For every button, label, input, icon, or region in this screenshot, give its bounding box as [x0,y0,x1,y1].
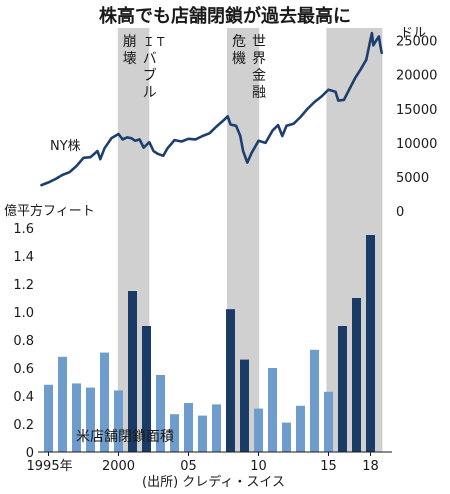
bar-2008 [226,309,235,452]
bar-2010 [254,408,263,452]
period-label-char: 崩 [123,34,137,50]
bar-2012 [282,422,291,452]
bar-y-tick: 1.0 [13,306,34,321]
line-unit-label: ドル [400,26,426,41]
bar-2002 [142,326,151,452]
bar-y-tick: 0.8 [13,334,34,349]
bar-2017 [352,298,361,452]
period-label-char: ＩＴ [143,35,167,49]
x-tick-label: 10 [250,459,267,474]
chart-labels: 0 5000 10000 15000 20000 25000 0 0.2 0.4 0.6 0.8 1.… [13,34,437,474]
bar-2003 [156,375,165,452]
period-label-char: 世 [252,34,266,50]
line-y-tick: 0 [396,205,404,220]
bar-y-tick: 1.6 [13,222,34,237]
bar-y-tick: 1.2 [13,278,34,293]
bar-2001 [128,291,137,452]
bar-2011 [268,368,277,452]
bar-2004 [170,414,179,452]
x-tick-label: 1995年 [27,459,73,474]
bar-series-label: 米店舗閉鎖面積 [76,429,174,445]
bar-y-tick: 0.4 [13,390,34,405]
bar-y-tick: 0.6 [13,362,34,377]
bar-2018 [366,235,375,452]
x-tick-label: 18 [362,459,379,474]
bar-1997 [72,383,81,452]
period-label-char: 機 [232,51,246,67]
line-y-tick: 25000 [396,35,437,50]
line-y-tick: 10000 [396,137,437,152]
period-label-char: バ [143,51,157,67]
period-label-char: 壊 [123,51,137,67]
period-label-char: 融 [252,85,266,101]
bar-2006 [198,415,207,452]
x-tick-label: 15 [320,459,337,474]
bar-2016 [338,326,347,452]
chart-title: 株高でも店舗閉鎖が過去最高に [99,5,351,27]
period-label-char: ブ [143,67,157,84]
bar-1998 [86,387,95,452]
period-label-char: 金 [252,68,266,84]
bar-unit-label: 億平方フィート [4,203,95,219]
line-series-label: NY株 [50,139,81,154]
bar-2015 [324,391,333,452]
bar-2000 [114,390,123,452]
bar-2009 [240,359,249,452]
bar-1995 [44,384,53,452]
bar-2007 [212,404,221,452]
period-label-char: 危 [232,34,246,50]
x-tick-label: 05 [180,459,197,474]
period-label-char: 界 [252,51,266,67]
bar-2014 [310,349,319,452]
ny-stock-line [40,31,383,187]
line-y-tick: 20000 [396,69,437,84]
bar-y-tick: 0.2 [13,418,34,433]
period-label-char: ル [143,85,157,101]
bar-2005 [184,403,193,452]
source-note: (出所) クレディ・スイス [142,474,285,490]
bar-series [44,235,375,452]
line-y-tick: 15000 [396,103,437,118]
bar-1996 [58,356,67,452]
line-y-tick: 5000 [396,171,429,186]
bar-1999 [100,352,109,452]
bar-y-tick: 1.4 [13,250,34,265]
bar-y-tick: 0 [26,446,34,461]
x-tick-label: 2000 [102,459,135,474]
bar-2013 [296,405,305,452]
